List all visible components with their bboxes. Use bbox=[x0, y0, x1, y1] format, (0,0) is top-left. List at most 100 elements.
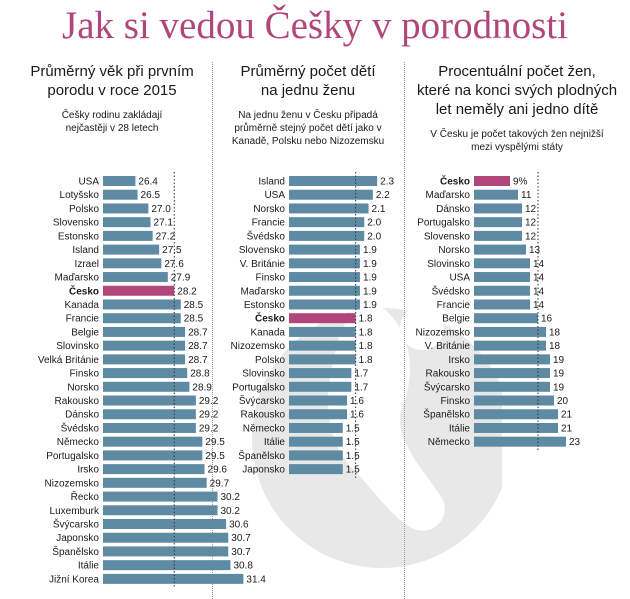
category-label: Irsko bbox=[448, 355, 470, 366]
bar bbox=[289, 450, 343, 461]
bar bbox=[474, 217, 522, 228]
category-label: Rakousko bbox=[426, 369, 471, 380]
value-label: 19 bbox=[553, 355, 565, 366]
category-label: Slovinsko bbox=[427, 259, 470, 270]
panel-3-subtitle-line-2: mezi vyspělými státy bbox=[471, 142, 563, 153]
value-label: 28.8 bbox=[190, 369, 210, 380]
category-label: Finsko bbox=[256, 273, 286, 284]
category-label: Dánsko bbox=[65, 410, 99, 421]
category-label: Švýcarsko bbox=[53, 518, 100, 531]
value-label: 12 bbox=[525, 218, 537, 229]
panel-3-title-line-1: Procentuální počet žen, bbox=[438, 63, 596, 80]
panel-2-subtitle-line-3: Kanadě, Polsku nebo Nizozemsku bbox=[231, 136, 385, 147]
bar bbox=[289, 354, 356, 365]
category-label: Japonsko bbox=[242, 465, 285, 476]
category-label: Maďarsko bbox=[241, 286, 286, 297]
panel-3-subtitle-line-1: V Česku je počet takových žen nejnižší bbox=[430, 129, 604, 140]
category-label: Švýcarsko bbox=[239, 394, 286, 407]
bar bbox=[289, 409, 348, 420]
category-label: Portugalsko bbox=[417, 218, 470, 229]
bar bbox=[474, 244, 526, 255]
category-label: Luxemburk bbox=[50, 506, 100, 517]
category-label: Itálie bbox=[449, 423, 471, 434]
category-label: Estonsko bbox=[58, 231, 100, 242]
value-label: 28.7 bbox=[188, 327, 208, 338]
category-label: Rakousko bbox=[241, 410, 286, 421]
bar bbox=[103, 272, 168, 283]
value-label: 30.8 bbox=[233, 561, 253, 572]
bar bbox=[289, 258, 360, 269]
category-label: Izrael bbox=[75, 259, 99, 270]
value-label: 11 bbox=[521, 190, 532, 201]
value-label: 28.7 bbox=[188, 355, 208, 366]
bar bbox=[474, 409, 558, 420]
panel-2-title-line-1: Průměrný počet dětí bbox=[240, 63, 376, 80]
bar bbox=[474, 203, 522, 214]
category-label: Itálie bbox=[78, 561, 100, 572]
value-label: 27.0 bbox=[151, 204, 171, 215]
panel-1-subtitle-line-1: Češky rodinu zakládají bbox=[61, 110, 163, 121]
bar bbox=[103, 176, 136, 186]
category-label: USA bbox=[78, 177, 99, 188]
value-label: 27.2 bbox=[156, 231, 176, 242]
main-title: Jak si vedou Češky v porodnosti bbox=[62, 4, 568, 47]
bar bbox=[103, 560, 231, 571]
category-label: Norsko bbox=[253, 204, 285, 215]
value-label: 30.2 bbox=[220, 506, 240, 517]
value-label: 28.7 bbox=[188, 341, 208, 352]
category-label: Francie bbox=[437, 300, 471, 311]
value-label: 28.2 bbox=[177, 286, 197, 297]
panel-3-title-line-2: které na konci svých plodných bbox=[416, 82, 618, 99]
value-label: 2.0 bbox=[367, 218, 381, 229]
panel-2-title-line-2: na jednu ženu bbox=[260, 82, 356, 99]
bar bbox=[103, 340, 186, 351]
divider-2 bbox=[404, 62, 405, 599]
value-label: 28.5 bbox=[184, 300, 204, 311]
category-label: Slovinsko bbox=[242, 369, 285, 380]
category-label: Nizozemsko bbox=[45, 478, 100, 489]
value-label: 1.7 bbox=[354, 369, 368, 380]
bar bbox=[474, 326, 546, 337]
bar bbox=[103, 532, 229, 543]
panel-3-title: Procentuální počet žen, které na konci s… bbox=[406, 62, 628, 119]
value-label: 9% bbox=[513, 177, 528, 188]
value-label: 1.9 bbox=[363, 300, 377, 311]
bar bbox=[474, 313, 538, 324]
panel-2-subtitle-line-1: Na jednu ženu v Česku připadá bbox=[238, 110, 378, 121]
panel-2-subtitle: Na jednu ženu v Česku připadá průměrně s… bbox=[214, 109, 402, 148]
value-label: 1.5 bbox=[346, 437, 360, 448]
bar bbox=[289, 203, 369, 214]
category-label: Řecko bbox=[71, 490, 100, 503]
bar bbox=[103, 381, 190, 392]
bar bbox=[103, 313, 181, 324]
value-label: 27.1 bbox=[154, 218, 174, 229]
bar bbox=[474, 258, 530, 269]
value-label: 19 bbox=[553, 382, 565, 393]
bar bbox=[103, 189, 138, 200]
bar bbox=[289, 272, 360, 283]
category-label: Belgie bbox=[442, 314, 470, 325]
bar bbox=[103, 546, 229, 557]
bar bbox=[474, 354, 550, 365]
value-label: 20 bbox=[557, 396, 569, 407]
value-label: 1.9 bbox=[363, 259, 377, 270]
bar bbox=[103, 230, 153, 241]
category-label: Island bbox=[72, 245, 99, 256]
category-label: Portugalsko bbox=[232, 382, 285, 393]
bar bbox=[103, 519, 227, 529]
bar bbox=[474, 422, 558, 433]
category-label: Rakousko bbox=[55, 396, 100, 407]
bar bbox=[474, 299, 530, 310]
value-label: 29.6 bbox=[208, 465, 228, 476]
bar bbox=[103, 505, 218, 516]
bar bbox=[289, 176, 378, 186]
category-label: Španělsko bbox=[52, 545, 99, 558]
value-label: 2.2 bbox=[376, 190, 390, 201]
bar bbox=[103, 354, 186, 365]
bar bbox=[474, 272, 530, 283]
value-label: 1.6 bbox=[350, 396, 364, 407]
bar bbox=[474, 436, 566, 447]
bar bbox=[474, 368, 550, 379]
value-label: 1.6 bbox=[350, 410, 364, 421]
bar bbox=[103, 436, 203, 447]
